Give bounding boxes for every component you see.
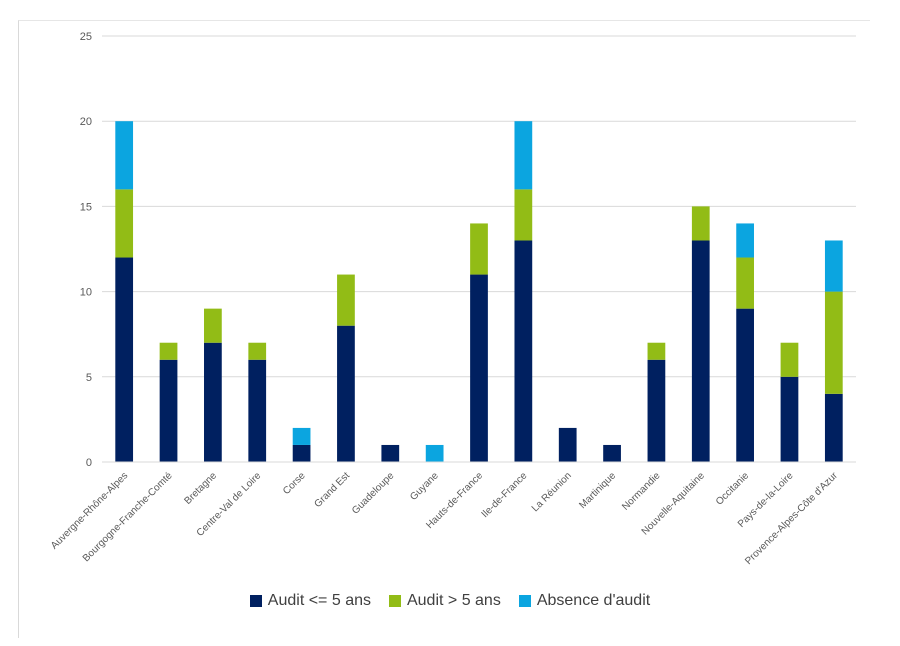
y-tick-label: 5	[86, 372, 92, 384]
bar-segment	[736, 257, 754, 309]
bar-segment	[292, 444, 311, 462]
x-tick-label: Normandie	[620, 470, 663, 513]
bar-segment	[824, 393, 843, 462]
bar-segment	[470, 274, 488, 462]
legend-item-audit-recent: Audit <= 5 ans	[249, 592, 371, 610]
bar-segment	[514, 189, 533, 241]
legend: Audit <= 5 ans Audit > 5 ans Absence d'a…	[0, 592, 900, 610]
bar-segment	[514, 240, 533, 462]
bar-segment	[381, 444, 400, 462]
x-tick-label: Martinique	[577, 470, 618, 511]
x-tick-label: Corse	[281, 470, 308, 497]
x-tick-label: Auvergne-Rhône-Alpes	[49, 470, 130, 551]
legend-swatch	[388, 595, 401, 607]
legend-label: Absence d'audit	[536, 592, 651, 609]
bar-segment	[736, 223, 754, 258]
x-tick-label: Occitanie	[714, 470, 752, 508]
bar-segment	[337, 274, 355, 326]
bar-segment	[337, 325, 355, 462]
y-axis-ticks: 0 5 10 15 20 25	[80, 31, 92, 469]
x-tick-label: La Réunion	[530, 470, 574, 514]
legend-item-no-audit: Absence d'audit	[518, 592, 651, 610]
bar-segment	[647, 342, 666, 360]
bar-segment	[736, 308, 754, 462]
x-tick-label: Guadeloupe	[350, 470, 397, 517]
bar-segment	[248, 359, 267, 462]
bar-segment	[292, 427, 311, 445]
bar-segment	[470, 223, 488, 275]
legend-swatch	[249, 595, 262, 607]
legend-item-audit-old: Audit > 5 ans	[388, 592, 501, 610]
x-tick-label: Guyane	[408, 470, 441, 503]
x-tick-label: Grand Est	[312, 470, 352, 510]
bar-segment	[824, 291, 843, 394]
y-tick-label: 15	[80, 201, 92, 213]
bar-segment	[780, 376, 799, 462]
bar-segment	[780, 342, 799, 377]
bar-segment	[824, 240, 843, 292]
x-tick-label: Provence-Alpes-Côte d'Azur	[743, 470, 840, 567]
bar-segment	[204, 342, 222, 462]
x-axis-ticks: Auvergne-Rhône-AlpesBourgogne-Franche-Co…	[49, 470, 840, 567]
bar-segment	[647, 359, 666, 462]
y-tick-label: 10	[80, 287, 92, 299]
bar-segment	[159, 359, 178, 462]
legend-label: Audit <= 5 ans	[267, 592, 371, 609]
x-tick-label: Ile-de-France	[480, 470, 530, 520]
y-tick-label: 25	[80, 31, 92, 43]
chart-frame	[18, 20, 870, 638]
bar-segment	[115, 121, 134, 190]
bar-segment	[115, 189, 134, 258]
bars	[115, 121, 843, 462]
bar-segment	[115, 257, 134, 462]
bar-segment	[248, 342, 267, 360]
bar-segment	[425, 444, 444, 462]
x-tick-label: Bourgogne-Franche-Comté	[81, 470, 175, 564]
x-tick-label: Bretagne	[183, 470, 220, 507]
bar-segment	[558, 427, 577, 462]
y-tick-label: 20	[80, 116, 92, 128]
bar-segment	[159, 342, 178, 360]
y-tick-label: 0	[86, 457, 92, 469]
bar-segment	[514, 121, 533, 190]
bar-segment	[691, 240, 710, 462]
bar-segment	[204, 308, 222, 343]
bar-segment	[691, 206, 710, 241]
bar-segment	[603, 444, 621, 462]
legend-label: Audit > 5 ans	[406, 592, 501, 609]
legend-swatch	[518, 595, 531, 607]
